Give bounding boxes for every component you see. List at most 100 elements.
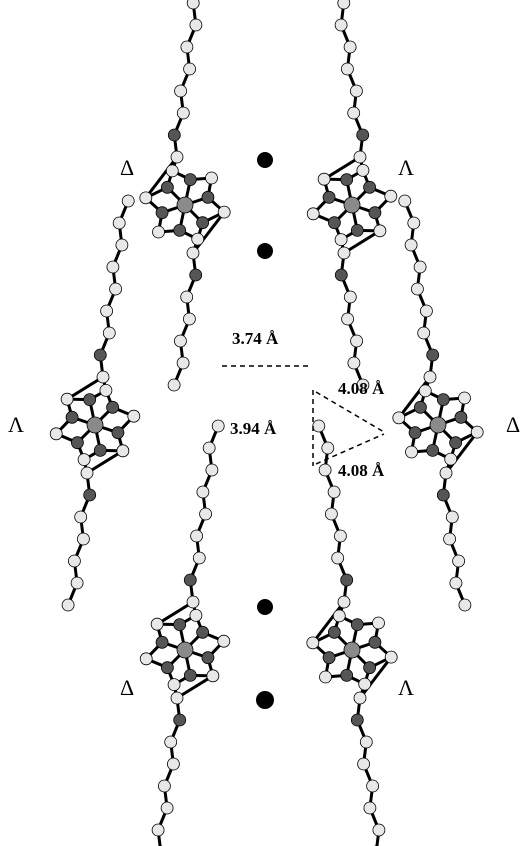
atom xyxy=(319,464,331,476)
atom xyxy=(128,410,140,422)
atom xyxy=(197,217,209,229)
atom xyxy=(184,63,196,75)
atom xyxy=(325,508,337,520)
atom xyxy=(107,401,119,413)
atom xyxy=(393,412,405,424)
inversion-center xyxy=(257,243,273,259)
atom xyxy=(77,533,89,545)
atom xyxy=(414,261,426,273)
atom xyxy=(177,107,189,119)
atom xyxy=(171,151,183,163)
atom xyxy=(87,417,103,433)
atom xyxy=(68,555,80,567)
atom xyxy=(71,437,83,449)
crystal-packing-diagram: Δ Λ Λ Δ Δ Λ 3.74 Å 3.94 Å 4.08 Å 4.08 Å xyxy=(0,0,522,846)
atom xyxy=(207,670,219,682)
atom xyxy=(344,291,356,303)
atom xyxy=(117,445,129,457)
atom xyxy=(197,486,209,498)
atom xyxy=(430,417,446,433)
atom xyxy=(71,577,83,589)
atom xyxy=(358,758,370,770)
atom xyxy=(342,313,354,325)
atom xyxy=(174,714,186,726)
atom xyxy=(81,467,93,479)
atom xyxy=(323,652,335,664)
atom xyxy=(84,489,96,501)
atom xyxy=(122,195,134,207)
atom xyxy=(156,207,168,219)
atom xyxy=(61,393,73,405)
atom xyxy=(187,247,199,259)
distance-label: 4.08 Å xyxy=(338,379,385,398)
atom xyxy=(184,574,196,586)
atom xyxy=(341,669,353,681)
atom xyxy=(323,191,335,203)
atom xyxy=(197,626,209,638)
atom xyxy=(350,85,362,97)
atom xyxy=(187,596,199,608)
atom xyxy=(184,174,196,186)
atom xyxy=(354,692,366,704)
atom xyxy=(373,824,385,836)
atom xyxy=(335,19,347,31)
atom xyxy=(167,758,179,770)
atom xyxy=(364,181,376,193)
atom xyxy=(367,780,379,792)
atom xyxy=(218,206,230,218)
atom xyxy=(420,305,432,317)
atom xyxy=(174,335,186,347)
atom xyxy=(200,508,212,520)
atom xyxy=(344,642,360,658)
atom xyxy=(351,335,363,347)
atom xyxy=(205,172,217,184)
atom xyxy=(414,401,426,413)
atom xyxy=(341,63,353,75)
atom xyxy=(174,224,186,236)
atom xyxy=(190,609,202,621)
atom xyxy=(177,357,189,369)
atom xyxy=(445,453,457,465)
atom xyxy=(335,269,347,281)
chirality-label: Λ xyxy=(8,412,24,437)
atom xyxy=(320,671,332,683)
atom xyxy=(341,174,353,186)
atom xyxy=(409,427,421,439)
atom xyxy=(190,269,202,281)
atom xyxy=(427,444,439,456)
atom xyxy=(97,371,109,383)
atom xyxy=(385,190,397,202)
atom xyxy=(341,574,353,586)
distance-label: 3.74 Å xyxy=(232,329,279,348)
atom xyxy=(348,107,360,119)
atom xyxy=(338,0,350,9)
distance-label: 3.94 Å xyxy=(230,419,277,438)
atom xyxy=(187,0,199,9)
atom xyxy=(78,454,90,466)
atom xyxy=(307,208,319,220)
atom xyxy=(84,394,96,406)
atom xyxy=(171,692,183,704)
atom xyxy=(116,239,128,251)
atom xyxy=(202,191,214,203)
inversion-center xyxy=(257,152,273,168)
atom xyxy=(322,442,334,454)
atom xyxy=(62,599,74,611)
atom xyxy=(351,224,363,236)
atom xyxy=(192,233,204,245)
atom xyxy=(446,511,458,523)
distance-label: 4.08 Å xyxy=(338,461,385,480)
atom xyxy=(94,349,106,361)
atom xyxy=(437,394,449,406)
atom xyxy=(168,129,180,141)
atom xyxy=(406,446,418,458)
atom xyxy=(357,129,369,141)
atom xyxy=(168,379,180,391)
atom xyxy=(411,283,423,295)
chirality-label: Δ xyxy=(120,155,134,180)
atom xyxy=(152,824,164,836)
atom xyxy=(113,217,125,229)
atom xyxy=(453,555,465,567)
atom xyxy=(75,511,87,523)
atom xyxy=(424,371,436,383)
